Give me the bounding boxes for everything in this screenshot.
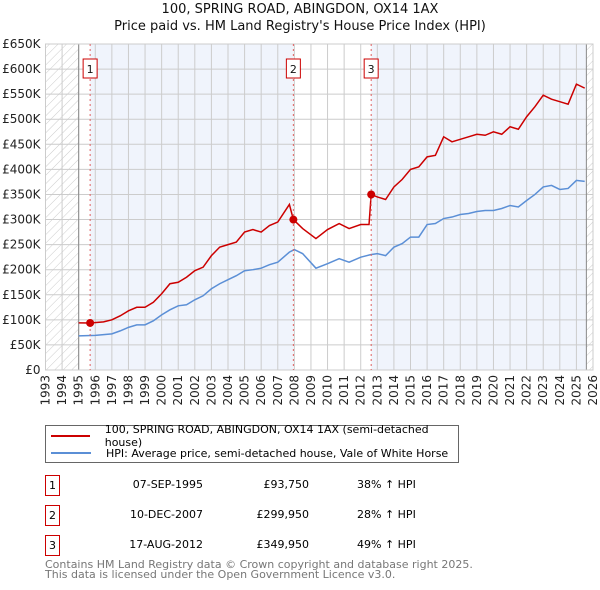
x-tick-label: 2005 — [238, 375, 252, 406]
x-tick-label: 2022 — [520, 375, 534, 406]
sale-date: 17-AUG-2012 — [129, 538, 203, 551]
legend-item-hpi: HPI: Average price, semi-detached house,… — [46, 445, 448, 461]
sale-number: 1 — [45, 475, 60, 496]
footer-licence: This data is licensed under the Open Gov… — [45, 568, 396, 581]
ownership-band — [90, 44, 294, 370]
footer: Contains HM Land Registry data © Crown c… — [45, 558, 473, 581]
sale-label-number: 3 — [368, 63, 375, 76]
hatch-after-data — [586, 44, 593, 370]
chart-subtitle: Price paid vs. HM Land Registry's House … — [114, 19, 486, 34]
legend: 100, SPRING ROAD, ABINGDON, OX14 1AX (se… — [45, 423, 459, 463]
x-tick-label: 2024 — [553, 375, 567, 406]
sale-price: £349,950 — [256, 538, 310, 551]
sale-point — [86, 318, 95, 327]
x-tick-label: 2021 — [503, 375, 517, 406]
sale-label-box — [363, 58, 379, 79]
sale-hpi-change: 49% ↑ HPI — [357, 538, 416, 551]
x-tick-label: 1997 — [105, 375, 119, 406]
x-tick-label: 2011 — [337, 375, 351, 406]
x-tick-label: 1993 — [39, 375, 53, 406]
x-tick-label: 2017 — [437, 375, 451, 406]
footer-copyright: Contains HM Land Registry data © Crown c… — [45, 558, 473, 571]
legend-label: HPI: Average price, semi-detached house,… — [106, 446, 449, 460]
sale-number: 3 — [45, 535, 60, 556]
x-tick-label: 1999 — [138, 375, 152, 406]
sale-row: 3 17-AUG-2012 £349,950 49% ↑ HPI — [45, 535, 465, 557]
sale-hpi-change: 28% ↑ HPI — [357, 508, 416, 521]
x-tick-label: 2013 — [370, 375, 384, 406]
property-price-line — [78, 83, 586, 324]
hpi-line — [78, 179, 585, 337]
y-tick-label: £200K — [2, 263, 42, 277]
y-tick-label: £400K — [2, 162, 42, 176]
y-tick-label: £450K — [2, 137, 42, 151]
y-tick-label: £350K — [2, 187, 42, 201]
legend-swatch-red — [51, 435, 90, 437]
x-tick-label: 2002 — [188, 375, 202, 406]
sale-row: 2 10-DEC-2007 £299,950 28% ↑ HPI — [45, 505, 465, 527]
sale-date: 07-SEP-1995 — [132, 478, 203, 491]
x-tick-label: 2012 — [354, 375, 368, 406]
chart-title: 100, SPRING ROAD, ABINGDON, OX14 1AX — [161, 2, 439, 17]
x-tick-label: 2000 — [155, 375, 169, 406]
x-tick-label: 2008 — [287, 375, 301, 406]
sale-label-box — [82, 58, 98, 79]
sale-price: £299,950 — [256, 508, 310, 521]
legend-label: 100, SPRING ROAD, ABINGDON, OX14 1AX (se… — [104, 423, 429, 449]
x-tick-label: 2019 — [470, 375, 484, 406]
sale-point — [367, 190, 376, 199]
sale-label-box — [285, 58, 301, 79]
y-tick-label: £50K — [10, 338, 42, 352]
sale-label-number: 1 — [87, 63, 94, 76]
y-tick-label: £500K — [2, 112, 42, 126]
y-tick-label: £300K — [2, 213, 42, 227]
sale-price: £93,750 — [263, 478, 310, 491]
x-tick-label: 2007 — [271, 375, 285, 406]
sale-row: 1 07-SEP-1995 £93,750 38% ↑ HPI — [45, 475, 465, 497]
y-tick-label: £250K — [2, 238, 42, 252]
x-tick-label: 1998 — [121, 375, 135, 406]
x-tick-label: 2016 — [420, 375, 434, 406]
x-tick-label: 2020 — [486, 375, 500, 406]
x-tick-label: 1994 — [55, 375, 69, 406]
x-tick-label: 2001 — [171, 375, 185, 406]
x-tick-label: 2004 — [221, 375, 235, 406]
x-tick-label: 2003 — [204, 375, 218, 406]
y-tick-label: £100K — [2, 313, 42, 327]
x-tick-label: 2009 — [304, 375, 318, 406]
ownership-band — [371, 44, 587, 370]
sale-hpi-change: 38% ↑ HPI — [357, 478, 416, 491]
y-tick-label: £650K — [2, 37, 42, 51]
sale-number: 2 — [45, 505, 60, 526]
x-tick-label: 1996 — [88, 375, 102, 406]
sale-label-number: 2 — [290, 63, 297, 76]
x-tick-label: 2015 — [404, 375, 418, 406]
x-tick-label: 2006 — [254, 375, 268, 406]
y-tick-label: £150K — [2, 288, 42, 302]
x-tick-label: 2025 — [569, 375, 583, 406]
y-tick-label: £550K — [2, 87, 42, 101]
y-tick-label: £0 — [25, 363, 40, 377]
sale-date: 10-DEC-2007 — [129, 508, 203, 521]
plot-border — [45, 43, 594, 371]
legend-swatch-blue — [51, 452, 91, 454]
y-tick-label: £600K — [2, 62, 42, 76]
x-tick-label: 2014 — [387, 375, 401, 406]
sale-point — [289, 215, 298, 224]
x-tick-label: 1995 — [72, 375, 86, 406]
x-tick-label: 2026 — [586, 375, 600, 406]
legend-item-property: 100, SPRING ROAD, ABINGDON, OX14 1AX (se… — [46, 423, 458, 449]
x-tick-label: 2023 — [536, 375, 550, 406]
x-tick-label: 2018 — [453, 375, 467, 406]
x-tick-label: 2010 — [321, 375, 335, 406]
